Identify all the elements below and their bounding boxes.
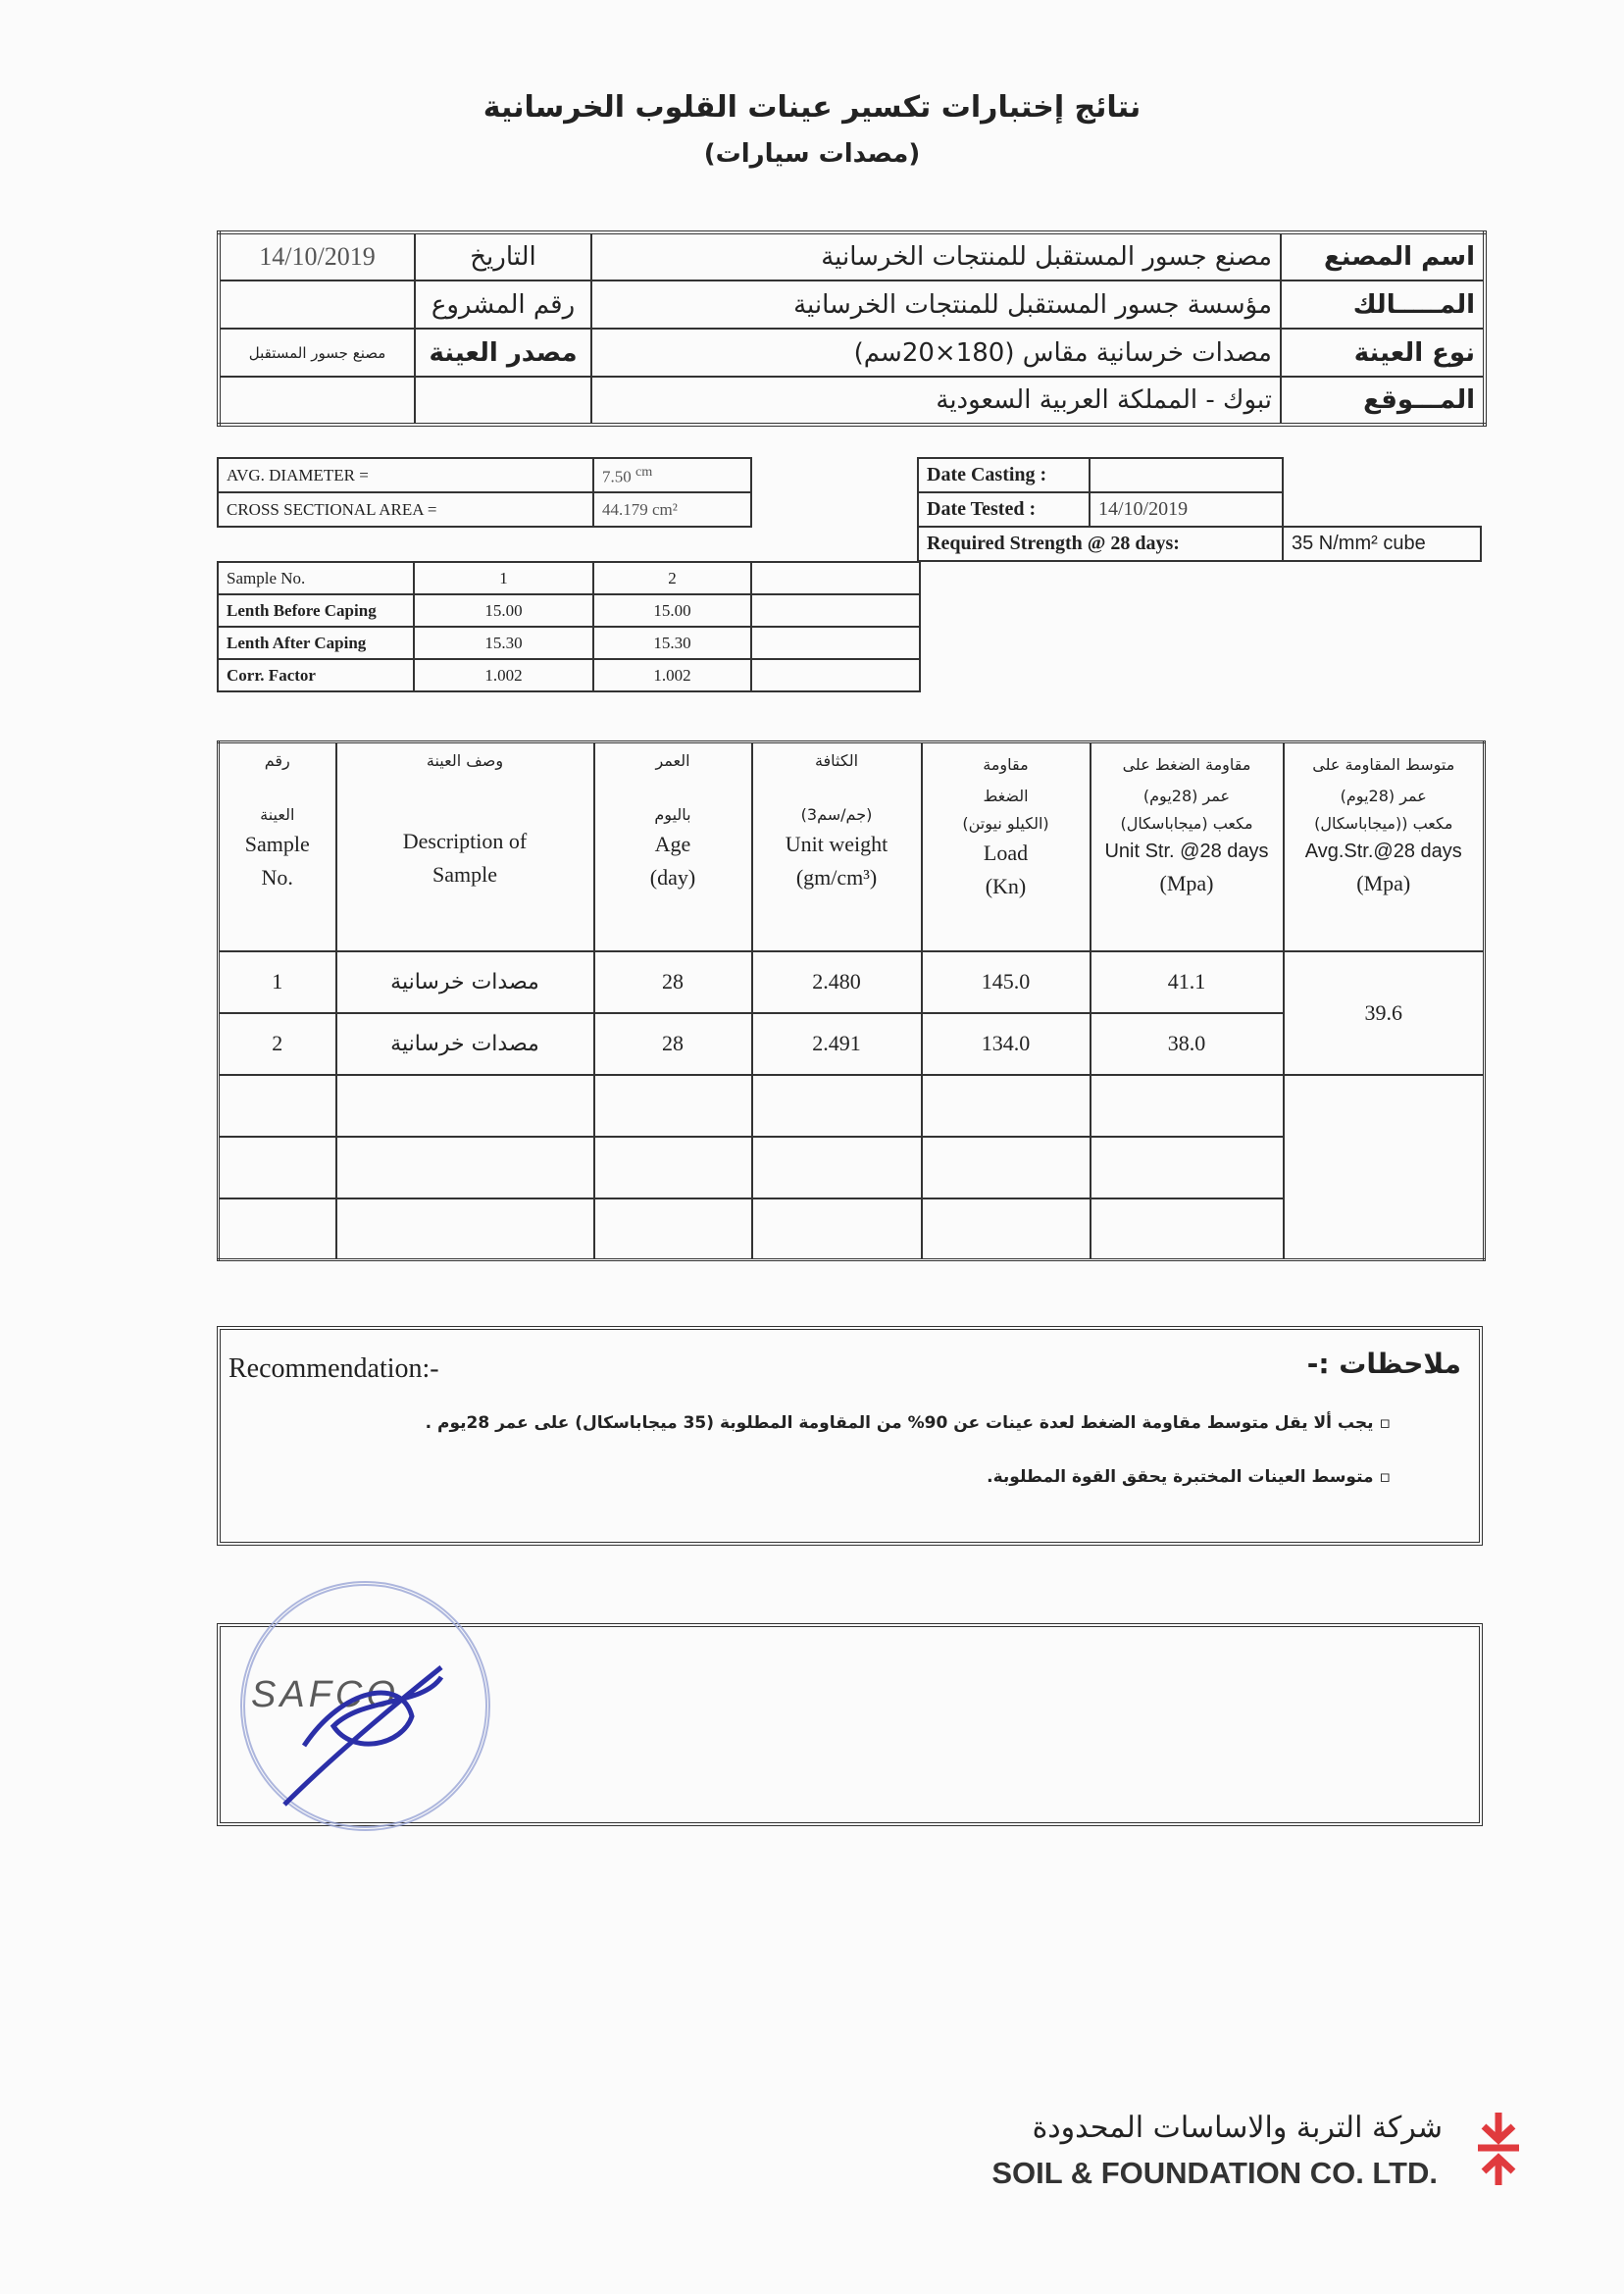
owner-value: مؤسسة جسور المستقبل للمنتجات الخرسانية [590,280,1282,330]
header-unit-strength: مقاومة الضغط على عمر (28يوم) مكعب (ميجابا… [1089,740,1285,952]
recommendation-label: Recommendation:- [228,1353,439,1384]
tested-value: 14/10/2019 [1089,491,1284,528]
cell: 2 [592,561,752,595]
area-value: 44.179 [602,499,648,519]
table-row [217,1197,1485,1261]
avg-diameter-label: AVG. DIAMETER = [217,457,594,493]
area-unit: cm² [652,499,678,519]
company-logo-icon [1478,2113,1519,2185]
row-label: Corr. Factor [217,658,415,692]
type-value: مصدات خرسانية مقاس (180×20سم) [590,328,1282,378]
table-row: Corr. Factor 1.002 1.002 [217,658,921,692]
cell: 1.002 [413,658,594,692]
table-row: اسم المصنع مصنع جسور المستقبل للمنتجات ال… [218,231,1486,281]
location-value: تبوك - المملكة العربية السعودية [590,376,1282,426]
cell: 1.002 [592,658,752,692]
row-label: Lenth Before Caping [217,593,415,628]
date-label: التاريخ [414,231,592,281]
owner-label: المـــــالك [1280,280,1486,330]
project-value [218,280,416,330]
avg-diameter-unit: cm [635,463,653,480]
cell: 15.30 [413,626,594,660]
header-age: العمر باليوم Age (day) [592,740,753,952]
row-label: Sample No. [217,561,415,595]
casting-label: Date Casting : [917,457,1091,493]
signature-icon [282,1665,444,1807]
avg-diameter-value: 7.50 [602,467,632,486]
page-title: نتائج إختبارات تكسير عينات القلوب الخرسا… [482,90,1142,125]
table-row: Lenth After Caping 15.30 15.30 [217,626,921,660]
table-row: المـــوقع تبوك - المملكة العربية السعودية [218,376,1486,426]
header-sample-no: رقم العينة Sample No. [217,740,337,952]
required-label: Required Strength @ 28 days: [917,526,1284,562]
date-value: 14/10/2019 [218,231,416,281]
location-label: المـــوقع [1280,376,1486,426]
notes-label: ملاحظات :- [1306,1348,1461,1380]
company-name-en: SOIL & FOUNDATION CO. LTD. [991,2156,1438,2190]
average-strength: 39.6 [1282,949,1486,1076]
diameter-table: AVG. DIAMETER = 7.50 cm CROSS SECTIONAL A… [217,457,752,528]
project-label: رقم المشروع [414,280,592,330]
required-value: 35 N/mm² cube [1282,526,1482,562]
table-row [217,1135,1485,1199]
type-label: نوع العينة [1280,328,1486,378]
cell: 15.00 [592,593,752,628]
header-unit-weight: الكثافة (جم/سم3) Unit weight (gm/cm³) [750,740,923,952]
header-description: وصف العينة Description of Sample [334,740,595,952]
row-label: Lenth After Caping [217,626,415,660]
factory-label: اسم المصنع [1280,231,1486,281]
table-row: 1 مصدات خرسانية 28 2.480 145.0 41.1 39.6 [217,949,1486,1076]
cell: 1 [413,561,594,595]
signature-box [217,1623,1483,1826]
table-row [217,1073,1486,1261]
casting-value [1089,457,1284,493]
cell: 15.00 [413,593,594,628]
header-row: رقم العينة Sample No. وصف العينة Description… [217,740,1486,952]
area-label: CROSS SECTIONAL AREA = [217,491,594,528]
table-row: Sample No. 1 2 [217,561,921,595]
recommendation-box: Recommendation:- ملاحظات :- ▫ يجب ألا يق… [217,1326,1483,1546]
results-table: رقم العينة Sample No. وصف العينة Description… [217,740,1486,1261]
source-value: مصنع جسور المستقبل [218,328,416,378]
table-row: المـــــالك مؤسسة جسور المستقبل للمنتجات … [218,280,1486,330]
header-avg-strength: متوسط المقاومة على عمر (28يوم) مكعب ((ميج… [1282,740,1486,952]
project-info-table: اسم المصنع مصنع جسور المستقبل للمنتجات ال… [217,230,1487,427]
company-name-ar: شركة التربة والاساسات المحدودة [1032,2111,1443,2145]
source-label: مصدر العينة [414,328,592,378]
note-item: ▫ متوسط العينات المختبرة يحقق القوة المط… [987,1467,1391,1487]
factory-value: مصنع جسور المستقبل للمنتجات الخرسانية [590,231,1282,281]
cell: 15.30 [592,626,752,660]
table-row: 2 مصدات خرسانية 28 2.491 134.0 38.0 [217,1011,1485,1076]
header-load: مقاومة الضغط (الكيلو نيوتن) Load (Kn) [920,740,1091,952]
sample-dimensions-table: Sample No. 1 2 Lenth Before Caping 15.00 15.… [217,561,921,692]
page-subtitle: (مصدات سيارات) [703,139,921,169]
table-row: Lenth Before Caping 15.00 15.00 [217,593,921,628]
table-row: نوع العينة مصدات خرسانية مقاس (180×20سم) م… [218,328,1486,378]
dates-table: Date Casting : Date Tested :14/10/2019 R… [917,457,1482,562]
tested-label: Date Tested : [917,491,1091,528]
note-item: ▫ يجب ألا يقل متوسط مقاومة الضغط لعدة عي… [425,1413,1391,1433]
